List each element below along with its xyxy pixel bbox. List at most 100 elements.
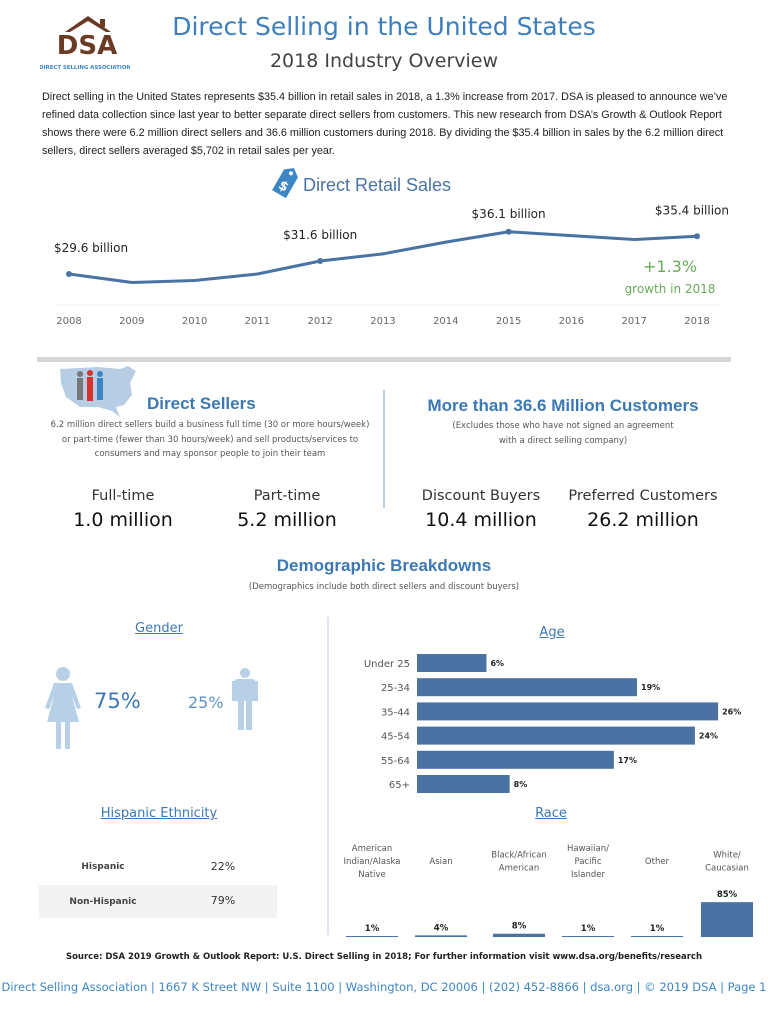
x-tick-label: 2012	[307, 316, 332, 327]
bar-value-label: 17%	[618, 756, 637, 765]
category-label: 35-44	[381, 707, 410, 718]
sales-line	[68, 230, 698, 284]
age-bar	[417, 750, 614, 769]
vertical-divider	[327, 617, 329, 935]
race-bar	[415, 935, 467, 937]
male-percent: 25%	[188, 693, 224, 712]
table-row: Hispanic 22%	[39, 851, 277, 885]
data-label: $35.4 billion	[655, 203, 729, 217]
customers-note: (Excludes those who have not signed an a…	[452, 421, 674, 446]
bar-value-label: 4%	[434, 923, 449, 933]
discount-buyers-value: 10.4 million	[425, 509, 537, 531]
parttime-label: Part-time	[253, 488, 321, 504]
page-title: Direct Selling in the United States	[172, 12, 596, 41]
parttime-value: 5.2 million	[237, 509, 337, 531]
preferred-customers-label: Preferred Customers	[568, 488, 718, 504]
page-subtitle: 2018 Industry Overview	[269, 50, 499, 72]
bar-value-label: 85%	[717, 890, 738, 900]
age-bar	[417, 702, 719, 721]
x-tick-label: 2011	[245, 316, 270, 327]
x-tick-label: 2016	[559, 316, 584, 327]
female-percent: 75%	[94, 689, 141, 713]
bar-value-label: 6%	[490, 659, 504, 668]
dsa-logo: DSA DIRECT SELLING ASSOCIATION	[39, 14, 131, 74]
growth-label: growth in 2018	[624, 282, 716, 296]
bar-value-label: 1%	[650, 924, 665, 934]
category-label: Black/African American	[491, 851, 547, 874]
x-tick-label: 2009	[119, 316, 144, 327]
hispanic-heading: Hispanic Ethnicity	[100, 806, 218, 821]
discount-buyers-label: Discount Buyers	[421, 488, 541, 504]
data-point	[694, 233, 700, 240]
x-tick-label: 2018	[684, 316, 709, 327]
retail-sales-line-chart: 2008 2009 2010 2011 2012 2013 2014 2015 2016 2017…	[54, 203, 729, 327]
age-heading: Age	[539, 625, 565, 640]
category-label: 25-34	[381, 683, 410, 694]
race-bar	[346, 936, 398, 937]
row-value: 22%	[210, 860, 236, 873]
female-figure-icon	[44, 666, 82, 750]
data-label: $31.6 billion	[283, 228, 357, 242]
growth-value: +1.3%	[642, 257, 698, 276]
age-bar	[417, 726, 695, 745]
data-label: $36.1 billion	[472, 207, 546, 221]
x-tick-label: 2013	[370, 316, 395, 327]
sellers-heading: Direct Sellers	[147, 394, 256, 413]
bar-value-label: 8%	[514, 780, 528, 789]
male-figure-icon	[232, 668, 258, 730]
bar-value-label: 26%	[722, 707, 741, 716]
vertical-divider	[383, 390, 385, 508]
intro-paragraph: Direct selling in the United States repr…	[42, 91, 728, 157]
fulltime-label: Full-time	[91, 488, 155, 504]
x-tick-label: 2014	[433, 316, 458, 327]
sellers-description: 6.2 million direct sellers build a busin…	[50, 420, 370, 459]
sales-heading: Direct Retail Sales	[303, 175, 452, 195]
row-label: Hispanic	[81, 862, 125, 872]
customers-heading: More than 36.6 Million Customers	[427, 396, 699, 415]
category-label: White/Caucasian	[705, 851, 749, 874]
data-point	[66, 271, 72, 277]
age-bar-chart: Under 25 6% 25-34 19% 35-44 26% 45-54 24% 55-64 1…	[364, 654, 741, 793]
row-value: 79%	[210, 894, 236, 907]
bar-value-label: 1%	[581, 924, 596, 934]
race-bar	[562, 936, 614, 937]
x-tick-label: 2015	[496, 316, 521, 327]
category-label: American Indian/Alaska Native	[344, 844, 401, 880]
data-point	[317, 258, 324, 264]
category-label: 45-54	[381, 732, 410, 743]
race-bar	[631, 936, 683, 937]
race-bar	[493, 933, 545, 937]
bar-value-label: 8%	[512, 922, 527, 932]
race-bar-chart: American Indian/Alaska Native 1% Asian 4% Blac…	[344, 844, 753, 937]
race-bar	[701, 902, 753, 937]
data-point	[505, 228, 512, 235]
x-tick-label: 2010	[182, 316, 207, 327]
age-bar	[417, 654, 487, 672]
x-tick-label: 2008	[56, 316, 81, 327]
demographics-heading: Demographic Breakdowns	[276, 556, 492, 575]
age-bar	[417, 775, 510, 793]
category-label: 55-64	[381, 756, 410, 767]
bar-value-label: 24%	[699, 732, 718, 741]
data-label: $29.6 billion	[54, 241, 128, 255]
category-label: Other	[645, 857, 670, 867]
x-tick-label: 2017	[621, 316, 646, 327]
category-label: Under 25	[364, 659, 410, 670]
category-label: Hawaiian/Pacific Islander	[567, 844, 609, 880]
fulltime-value: 1.0 million	[73, 509, 173, 531]
us-map-people-icon	[58, 365, 138, 417]
section-divider	[37, 357, 731, 362]
source-note: Source: DSA 2019 Growth & Outlook Report…	[65, 952, 703, 962]
race-heading: Race	[535, 806, 567, 821]
footer-contact: Direct Selling Association | 1667 K Stre…	[1, 980, 767, 994]
age-bar	[417, 678, 638, 697]
bar-value-label: 1%	[365, 924, 380, 934]
table-row: Non-Hispanic 79%	[39, 885, 277, 918]
svg-text:DIRECT SELLING ASSOCIATION: DIRECT SELLING ASSOCIATION	[40, 65, 130, 71]
preferred-customers-value: 26.2 million	[587, 509, 699, 531]
row-label: Non-Hispanic	[69, 897, 137, 907]
demographics-note: (Demographics include both direct seller…	[248, 582, 520, 592]
bar-value-label: 19%	[641, 683, 660, 692]
gender-heading: Gender	[135, 621, 183, 636]
category-label: 65+	[389, 780, 410, 791]
